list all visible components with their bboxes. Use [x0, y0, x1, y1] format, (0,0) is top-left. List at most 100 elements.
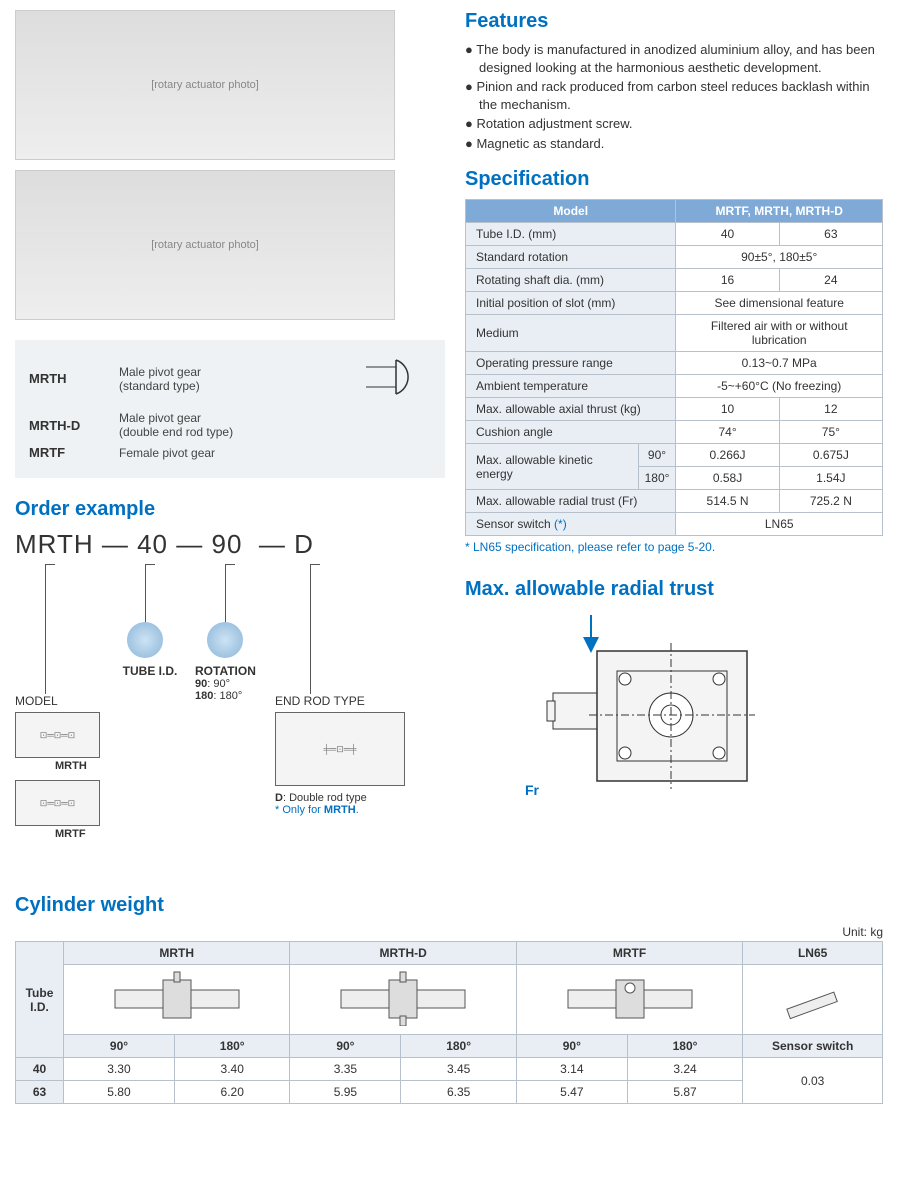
weight-val: 6.20: [174, 1081, 289, 1104]
endrod-label: END ROD TYPE: [275, 694, 405, 708]
product-photo-2: [rotary actuator photo]: [15, 170, 395, 320]
sensor-label-text: Sensor switch: [476, 517, 554, 531]
spec-label: Initial position of slot (mm): [466, 292, 676, 315]
order-heading: Order example: [15, 498, 445, 521]
oc-p: —: [259, 529, 286, 559]
spec-val: 10: [676, 398, 779, 421]
spec-val: 0.58J: [676, 467, 779, 490]
oc-p: 90: [211, 529, 242, 559]
spec-val: 63: [779, 223, 882, 246]
spec-label: Rotating shaft dia. (mm): [466, 269, 676, 292]
radial-heading: Max. allowable radial trust: [465, 578, 883, 601]
weight-mrth-diagram: [64, 965, 290, 1035]
weight-subcol: 180°: [174, 1035, 289, 1058]
endrod-note: * Only for MRTH.: [275, 804, 435, 816]
weight-col: MRTH: [64, 942, 290, 965]
radial-trust-diagram: [543, 615, 803, 795]
model-mrtf-diagram: ⊡═⊡═⊡: [15, 780, 100, 826]
order-code: MRTH — 40 — 90 — D: [15, 529, 445, 560]
tube-label: TUBE I.D.: [110, 664, 190, 678]
sensor-star: (*): [554, 517, 567, 531]
weight-rowid: 63: [16, 1081, 64, 1104]
spec-label-sensor: Sensor switch (*): [466, 513, 676, 536]
rot-180: 180: 180°: [195, 690, 285, 702]
weight-col: MRTH-D: [290, 942, 516, 965]
spec-val: 0.266J: [676, 444, 779, 467]
wc-l1: Tube: [26, 986, 54, 1000]
spec-val: 24: [779, 269, 882, 292]
order-diagram: TUBE I.D. ROTATION 90: 90° 180: 180° MOD…: [15, 564, 445, 874]
spec-val: 0.675J: [779, 444, 882, 467]
weight-table: Tube I.D. MRTH MRTH-D MRTF LN65 90° 180°…: [15, 941, 883, 1104]
mk-desc-l2: (standard type): [119, 379, 200, 393]
mk-code: MRTH-D: [29, 418, 119, 433]
spec-heading: Specification: [465, 168, 883, 191]
spec-sublabel: 90°: [638, 444, 676, 467]
weight-subcol: 180°: [627, 1035, 742, 1058]
model-mrth-caption: MRTH: [55, 760, 87, 772]
mk-desc-l1: Male pivot gear: [119, 411, 201, 425]
spec-val: 725.2 N: [779, 490, 882, 513]
spec-table: Model MRTF, MRTH, MRTH-D Tube I.D. (mm)4…: [465, 199, 883, 536]
feature-item: The body is manufactured in anodized alu…: [465, 41, 883, 76]
spec-val: 40: [676, 223, 779, 246]
weight-val: 5.80: [64, 1081, 175, 1104]
weight-col: LN65: [743, 942, 883, 965]
feature-item: Pinion and rack produced from carbon ste…: [465, 78, 883, 113]
spec-label: Medium: [466, 315, 676, 352]
oc-p: —: [102, 529, 129, 559]
spec-val: 0.13~0.7 MPa: [676, 352, 883, 375]
weight-val: 3.14: [516, 1058, 627, 1081]
weight-subcol: 90°: [516, 1035, 627, 1058]
mk-desc: Male pivot gear (standard type): [119, 365, 361, 393]
weight-col: MRTF: [516, 942, 742, 965]
spec-val: 12: [779, 398, 882, 421]
model-mrtf-caption: MRTF: [55, 828, 86, 840]
oc-p: —: [176, 529, 203, 559]
mk-code: MRTF: [29, 445, 119, 460]
weight-subcol: 180°: [401, 1035, 516, 1058]
spec-label: Operating pressure range: [466, 352, 676, 375]
weight-mrtf-diagram: [516, 965, 742, 1035]
features-list: The body is manufactured in anodized alu…: [465, 41, 883, 152]
rot-90: 90: 90°: [195, 678, 285, 690]
spec-val: LN65: [676, 513, 883, 536]
spec-footnote: * LN65 specification, please refer to pa…: [465, 540, 883, 554]
model-label: MODEL: [15, 694, 85, 708]
features-heading: Features: [465, 10, 883, 33]
endrod-diagram: ╪═⊡═╪: [275, 712, 405, 786]
tube-circle-icon: [127, 622, 163, 658]
feature-item: Magnetic as standard.: [465, 135, 883, 153]
weight-subcol: 90°: [64, 1035, 175, 1058]
spec-th-value: MRTF, MRTH, MRTH-D: [676, 200, 883, 223]
spec-val: 1.54J: [779, 467, 882, 490]
weight-val: 3.40: [174, 1058, 289, 1081]
weight-val: 5.87: [627, 1081, 742, 1104]
spec-th-model: Model: [466, 200, 676, 223]
weight-unit: Unit: kg: [15, 925, 883, 939]
spec-val: 514.5 N: [676, 490, 779, 513]
oc-p: 40: [137, 529, 168, 559]
wc-l2: I.D.: [30, 1000, 49, 1014]
weight-val: 3.30: [64, 1058, 175, 1081]
model-mrth-diagram: ⊡═⊡═⊡: [15, 712, 100, 758]
endrod-desc: D: Double rod type: [275, 792, 435, 804]
mk-desc-l2: (double end rod type): [119, 425, 233, 439]
feature-item: Rotation adjustment screw.: [465, 115, 883, 133]
weight-ln65-diagram: [743, 965, 883, 1035]
weight-val: 6.35: [401, 1081, 516, 1104]
weight-val: 5.47: [516, 1081, 627, 1104]
mk-desc-l1: Female pivot gear: [119, 446, 215, 460]
weight-val: 3.35: [290, 1058, 401, 1081]
mk-desc-l1: Male pivot gear: [119, 365, 201, 379]
rotation-circle-icon: [207, 622, 243, 658]
weight-ln65-val: 0.03: [743, 1058, 883, 1104]
model-key-box: MRTH Male pivot gear (standard type) MRT…: [15, 340, 445, 478]
mk-desc: Male pivot gear (double end rod type): [119, 411, 431, 439]
weight-corner: Tube I.D.: [16, 942, 64, 1058]
spec-val: -5~+60°C (No freezing): [676, 375, 883, 398]
spec-label: Max. allowable axial thrust (kg): [466, 398, 676, 421]
spec-label: Cushion angle: [466, 421, 676, 444]
spec-label: Tube I.D. (mm): [466, 223, 676, 246]
spec-val: 74°: [676, 421, 779, 444]
